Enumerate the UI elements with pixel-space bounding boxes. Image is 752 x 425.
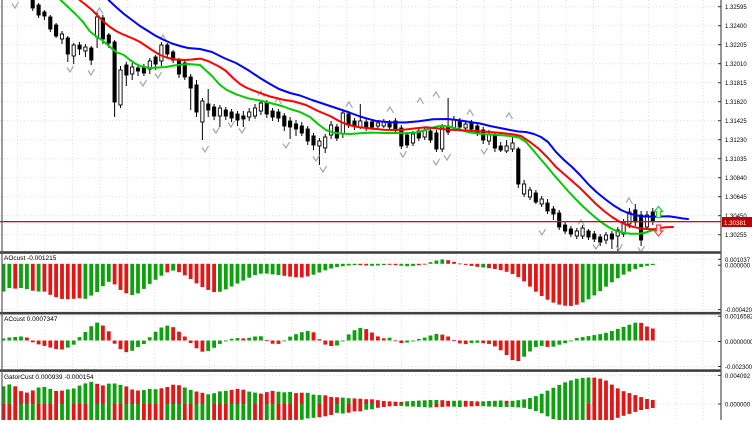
svg-text:0.000000: 0.000000 xyxy=(725,403,751,409)
svg-text:1.31035: 1.31035 xyxy=(725,157,747,163)
svg-text:0.004092: 0.004092 xyxy=(725,374,751,380)
svg-text:0.0000000: 0.0000000 xyxy=(725,340,752,346)
svg-text:1.32595: 1.32595 xyxy=(725,5,747,11)
svg-text:0.001037: 0.001037 xyxy=(725,258,751,264)
svg-text:ACcust 0.0007347: ACcust 0.0007347 xyxy=(4,316,58,323)
svg-text:1.32205: 1.32205 xyxy=(725,43,747,49)
svg-text:1.30645: 1.30645 xyxy=(725,195,747,201)
svg-text:0.000000: 0.000000 xyxy=(725,264,751,270)
svg-text:-0.000420: -0.000420 xyxy=(725,308,752,314)
svg-text:-0.0023008: -0.0023008 xyxy=(725,365,752,371)
svg-text:AOcust -0.001215: AOcust -0.001215 xyxy=(4,255,57,262)
svg-text:0.0016582: 0.0016582 xyxy=(725,315,752,321)
svg-text:GatorCust 0.000939 -0.000154: GatorCust 0.000939 -0.000154 xyxy=(4,374,94,381)
svg-text:1.30840: 1.30840 xyxy=(725,176,747,182)
svg-text:1.32010: 1.32010 xyxy=(725,62,747,68)
svg-text:1.30381: 1.30381 xyxy=(724,220,747,227)
svg-text:1.31620: 1.31620 xyxy=(725,100,747,106)
svg-text:1.32400: 1.32400 xyxy=(725,24,747,30)
svg-text:1.31815: 1.31815 xyxy=(725,81,747,87)
svg-text:1.30255: 1.30255 xyxy=(725,233,747,239)
svg-text:1.31230: 1.31230 xyxy=(725,138,747,144)
svg-text:1.31425: 1.31425 xyxy=(725,119,747,125)
